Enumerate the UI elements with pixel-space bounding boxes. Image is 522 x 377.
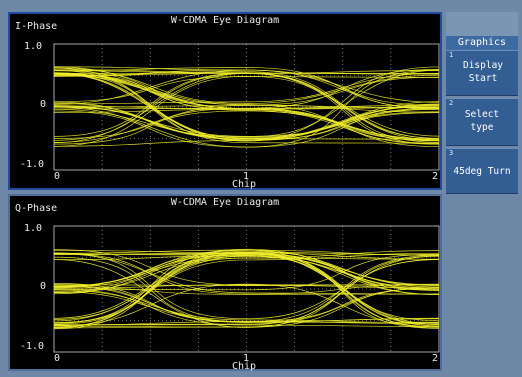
eye-trace — [53, 66, 440, 103]
eye-trace — [53, 104, 440, 140]
eye-trace — [53, 253, 440, 295]
y-tick-bottom: -1.0 — [20, 341, 45, 352]
softkey-number: 3 — [449, 149, 454, 157]
phase-label: I-Phase — [15, 21, 58, 32]
eye-trace — [53, 70, 440, 139]
eye-trace — [53, 283, 440, 328]
eye-trace — [53, 248, 440, 324]
x-tick-mid: 1 — [243, 171, 250, 182]
eye-trace — [53, 72, 440, 105]
x-tick-mid: 1 — [243, 353, 250, 364]
softkey-label: Select type — [464, 109, 500, 133]
eye-diagram-plot — [53, 225, 440, 353]
y-tick-zero: 0 — [40, 99, 47, 110]
display-start-softkey[interactable]: 1 Display Start — [446, 50, 518, 96]
x-axis-label: Chip — [232, 179, 257, 190]
eye-trace — [53, 252, 440, 329]
eye-trace — [53, 69, 440, 139]
eye-trace — [53, 255, 440, 329]
softkey-blank — [446, 12, 518, 37]
y-tick-top: 1.0 — [24, 223, 43, 234]
eye-trace — [53, 249, 440, 293]
eye-trace — [53, 69, 440, 148]
x-tick-start: 0 — [54, 171, 61, 182]
y-tick-bottom: -1.0 — [20, 159, 45, 170]
y-tick-top: 1.0 — [24, 41, 43, 52]
softkey-panel: Graphics 1 Display Start 2 Select type 3… — [446, 12, 518, 372]
eye-trace — [53, 252, 440, 324]
x-tick-end: 2 — [432, 353, 439, 364]
eye-trace — [53, 252, 440, 325]
45deg-turn-softkey[interactable]: 3 45deg Turn — [446, 148, 518, 194]
eye-trace — [53, 101, 440, 141]
eye-trace — [53, 250, 440, 330]
eye-trace — [53, 67, 440, 104]
softkey-label: Display Start — [462, 60, 504, 84]
plot-title: W-CDMA Eye Diagram — [170, 15, 280, 26]
eye-trace — [53, 251, 440, 327]
eye-trace — [53, 75, 440, 147]
x-tick-start: 0 — [54, 353, 61, 364]
eye-trace — [53, 254, 440, 295]
softkey-menu-title: Graphics — [446, 36, 518, 50]
softkey-label: 45deg Turn — [453, 166, 511, 177]
eye-trace — [53, 252, 440, 295]
eye-trace — [53, 76, 440, 143]
eye-trace — [53, 72, 440, 141]
eye-trace — [53, 256, 440, 289]
y-tick-zero: 0 — [40, 281, 47, 292]
eye-trace — [53, 105, 440, 141]
eye-trace — [53, 284, 440, 323]
eye-trace — [53, 259, 440, 326]
eye-trace — [53, 107, 440, 145]
select-type-softkey[interactable]: 2 Select type — [446, 98, 518, 146]
plot-title: W-CDMA Eye Diagram — [170, 197, 280, 208]
eye-trace — [53, 255, 440, 329]
eye-diagram-plot — [53, 43, 440, 171]
x-tick-end: 2 — [432, 171, 439, 182]
softkey-number: 2 — [449, 99, 454, 107]
phase-label: Q-Phase — [15, 203, 58, 214]
softkey-number: 1 — [449, 51, 454, 59]
i-phase-eye-diagram-panel: W-CDMA Eye Diagram I-Phase 1.0 0 -1.0 0 … — [8, 12, 442, 190]
eye-trace — [53, 283, 440, 322]
eye-trace — [53, 288, 440, 327]
eye-trace — [53, 71, 440, 139]
eye-trace — [53, 105, 440, 137]
q-phase-eye-diagram-panel: W-CDMA Eye Diagram Q-Phase 1.0 0 -1.0 0 … — [8, 194, 442, 372]
softkey-blank — [446, 196, 518, 372]
x-axis-label: Chip — [232, 361, 257, 372]
eye-trace — [53, 253, 440, 291]
eye-trace — [53, 284, 440, 286]
eye-trace — [53, 73, 440, 148]
eye-trace — [53, 67, 440, 144]
